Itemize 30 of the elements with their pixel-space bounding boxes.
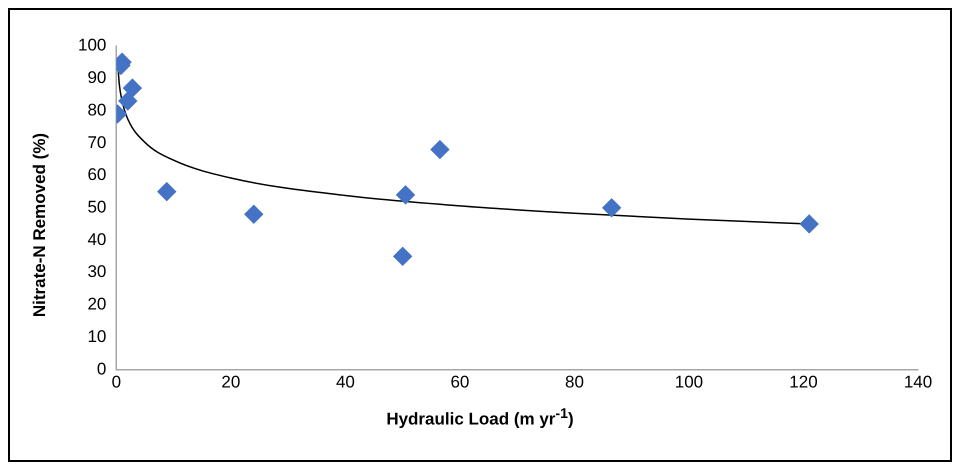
- x-tick-label: 40: [336, 372, 355, 392]
- point: [430, 140, 450, 160]
- y-tick-label: 80: [87, 100, 106, 120]
- x-axis-title: Hydraulic Load (m yr$^{-1}$): [385, 406, 575, 430]
- x-tick-label: 100: [674, 372, 704, 392]
- point: [602, 198, 622, 218]
- y-tick-label: 10: [87, 326, 106, 346]
- point: [396, 185, 416, 204]
- y-tick-label: 70: [87, 132, 106, 152]
- point: [244, 204, 264, 224]
- point: [800, 214, 819, 234]
- x-tick-label: 20: [221, 372, 240, 392]
- point: [122, 78, 142, 98]
- point: [157, 182, 176, 202]
- y-tick-label: 100: [78, 36, 106, 55]
- x-tick-label: 0: [112, 372, 122, 392]
- y-tick-label: 90: [87, 68, 106, 88]
- x-tick-label: 120: [789, 372, 818, 392]
- y-tick-label: 30: [87, 262, 106, 282]
- point: [118, 92, 138, 111]
- x-tick-label: 140: [904, 372, 932, 392]
- y-tick-label: 40: [87, 230, 106, 249]
- y-tick-label: 60: [87, 165, 106, 184]
- y-tick-label: 50: [87, 197, 106, 216]
- y-tick-label: 0: [96, 359, 106, 378]
- y-axis-title: Nitrate-N Removed (%): [30, 132, 50, 318]
- y-tick-label: 20: [87, 294, 106, 314]
- x-tick-label: 80: [564, 372, 584, 392]
- x-tick-label: 60: [450, 372, 470, 392]
- point: [393, 246, 412, 266]
